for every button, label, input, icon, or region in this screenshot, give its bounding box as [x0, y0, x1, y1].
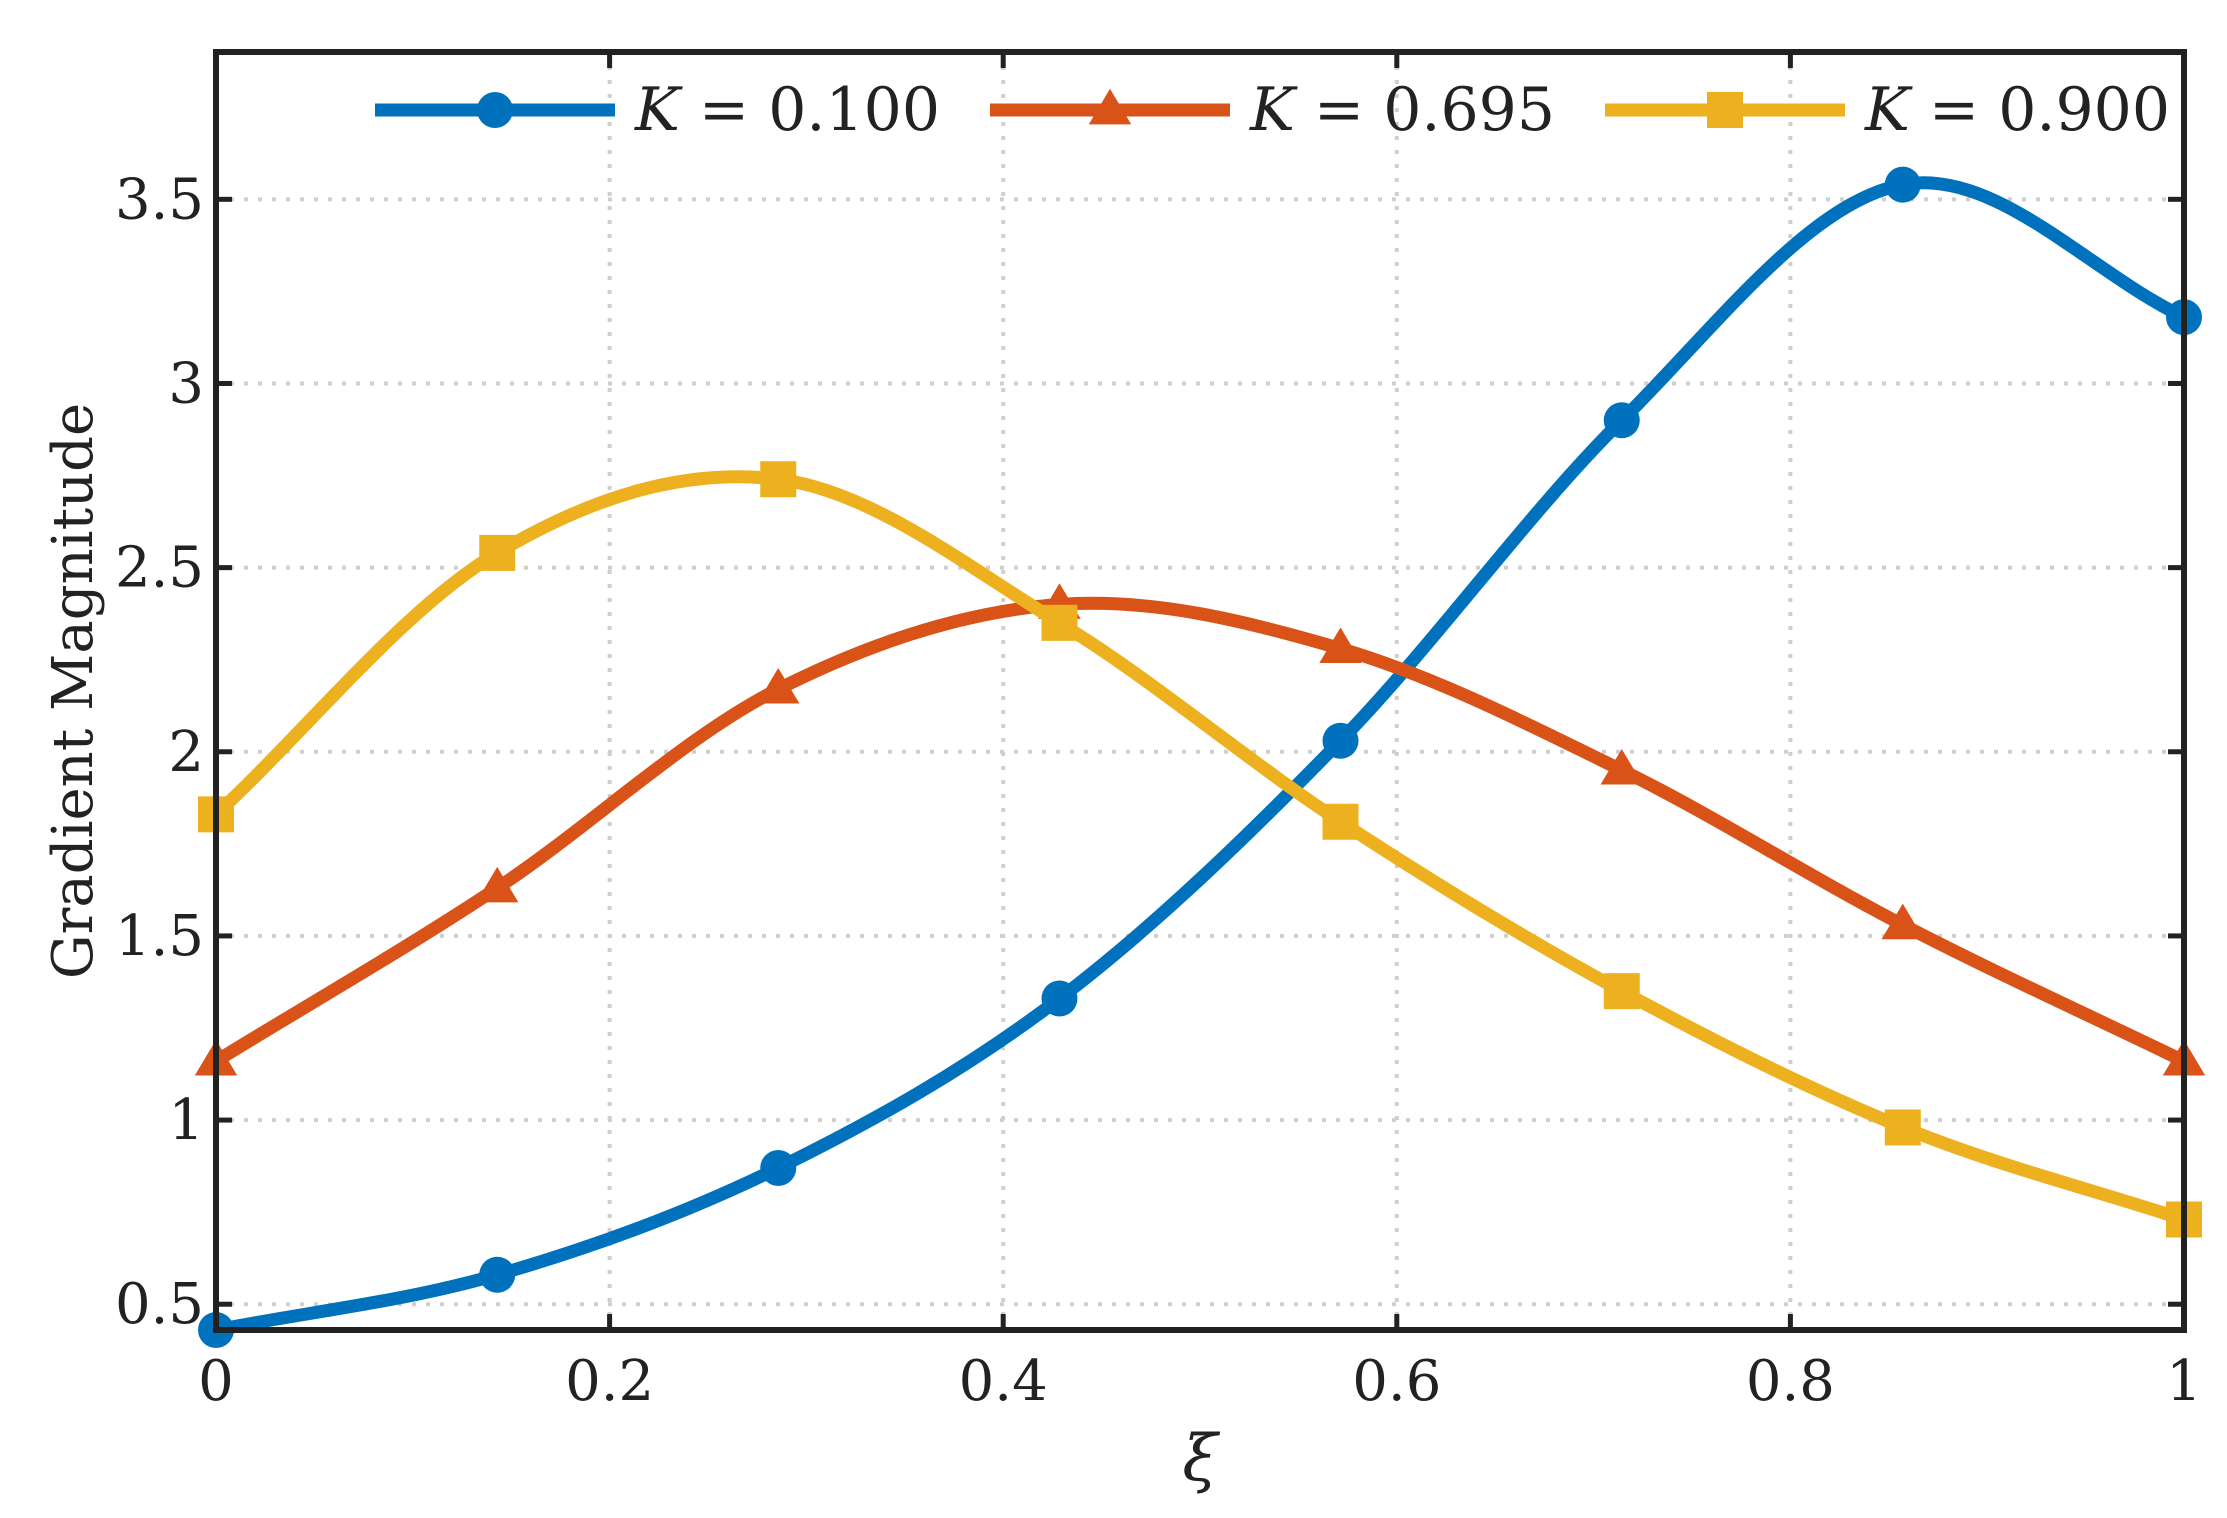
tick-labels: 0 0.2 0.4 0.6 0.8 1 0.5 1 1.5 2 2.5 3 3.5 [115, 167, 2202, 1414]
data-point-triangle [1088, 88, 1132, 125]
legend-label: K = 0.900 [1864, 75, 2170, 145]
legend: K = 0.100 K = 0.695 K = 0.900 [375, 75, 2170, 145]
legend-item: K = 0.900 [1605, 75, 2170, 145]
data-point-square [1884, 1109, 1921, 1146]
data-point-circle [1603, 402, 1640, 439]
x-axis-title: ξ [1182, 1422, 1220, 1496]
x-tick-label: 0.2 [565, 1349, 654, 1414]
series-line [209, 596, 2191, 1068]
data-point-square [479, 534, 516, 571]
y-tick-label: 2 [168, 720, 204, 785]
data-point-circle [1041, 980, 1078, 1017]
data-point-circle [760, 1149, 797, 1186]
data-point-circle [477, 92, 513, 128]
legend-label: K = 0.695 [1249, 75, 1555, 145]
legend-label: K = 0.100 [634, 75, 940, 145]
y-tick-label: 1.5 [115, 904, 204, 969]
data-point-square [1707, 92, 1743, 128]
x-tick-label: 0.8 [1746, 1349, 1835, 1414]
series-layer [194, 166, 2206, 1348]
data-point-circle [479, 1256, 516, 1293]
data-point-square [1041, 604, 1078, 641]
y-tick-label: 2.5 [115, 536, 204, 601]
x-tick-label: 0 [198, 1349, 234, 1414]
y-tick-label: 0.5 [115, 1272, 204, 1337]
data-point-square [760, 461, 797, 498]
plot-frame [213, 49, 2187, 1333]
data-point-triangle [1600, 748, 1643, 785]
series-line [209, 470, 2191, 1227]
grid [216, 52, 2184, 1330]
data-point-circle [1884, 166, 1921, 203]
y-tick-label: 1 [168, 1088, 204, 1153]
data-point-triangle [476, 866, 519, 903]
x-tick-label: 0.4 [959, 1349, 1048, 1414]
y-axis-title: Gradient Magnitude [41, 403, 106, 979]
x-tick-label: 1 [2166, 1349, 2202, 1414]
series-line [209, 176, 2191, 1337]
ticks [213, 52, 2187, 1330]
series-3 [198, 461, 2202, 1238]
y-tick-label: 3 [168, 351, 204, 416]
data-point-circle [1322, 722, 1359, 759]
legend-item: K = 0.695 [990, 75, 1555, 145]
data-point-square [1603, 973, 1640, 1010]
data-point-triangle [757, 667, 800, 704]
legend-item: K = 0.100 [375, 75, 940, 145]
data-point-triangle [1881, 903, 1924, 940]
y-tick-label: 3.5 [115, 167, 204, 232]
x-tick-label: 0.6 [1352, 1349, 1441, 1414]
data-point-triangle [1319, 627, 1362, 664]
series-2 [194, 583, 2206, 1076]
series-1 [198, 166, 2202, 1348]
data-point-square [1322, 803, 1359, 840]
